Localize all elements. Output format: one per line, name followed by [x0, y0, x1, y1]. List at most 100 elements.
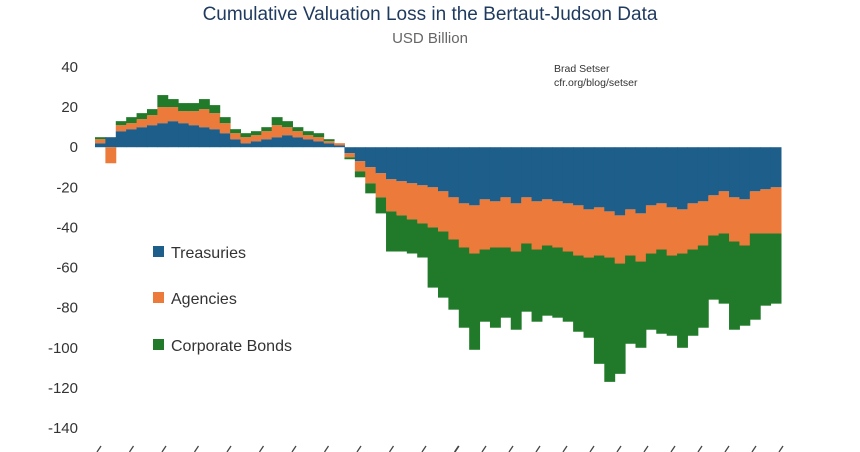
bar-corporate-bonds	[739, 245, 751, 326]
bar-agencies	[614, 215, 626, 264]
bar-corporate-bonds	[427, 227, 439, 288]
bar-corporate-bonds	[250, 131, 262, 136]
bar-treasuries	[562, 147, 574, 204]
bar-agencies	[178, 111, 190, 124]
legend-swatch	[153, 339, 164, 350]
bar-corporate-bonds	[198, 99, 210, 110]
bar-treasuries	[396, 147, 408, 182]
x-tick-stub	[323, 445, 330, 452]
bar-agencies	[344, 153, 356, 158]
x-tick-stub	[751, 445, 757, 452]
x-tick-stub	[421, 445, 427, 452]
bar-treasuries	[344, 147, 356, 154]
bar-treasuries	[292, 137, 304, 148]
bar-corporate-bonds	[126, 117, 138, 124]
bar-agencies	[583, 209, 595, 258]
bar-treasuries	[406, 147, 418, 184]
bar-treasuries	[209, 129, 221, 148]
bar-corporate-bonds	[770, 233, 782, 304]
bar-treasuries	[146, 125, 158, 148]
bar-agencies	[146, 115, 158, 126]
bar-agencies	[729, 197, 740, 242]
bar-corporate-bonds	[354, 171, 366, 178]
y-tick-label: -20	[56, 179, 78, 196]
bar-corporate-bonds	[386, 211, 397, 252]
bar-treasuries	[167, 121, 179, 148]
bar-agencies	[396, 181, 408, 216]
bar-agencies	[489, 201, 501, 248]
bar-corporate-bonds	[344, 157, 356, 160]
bar-corporate-bonds	[230, 129, 242, 134]
bar-treasuries	[604, 147, 616, 212]
bar-agencies	[760, 189, 772, 234]
bar-agencies	[250, 135, 262, 142]
bar-treasuries	[427, 147, 439, 188]
bar-agencies	[438, 191, 449, 232]
y-tick-label: -140	[48, 420, 78, 437]
bar-agencies	[469, 205, 481, 254]
bar-agencies	[105, 147, 117, 164]
y-tick-label: -80	[56, 300, 78, 317]
bar-agencies	[500, 197, 512, 248]
bar-corporate-bonds	[271, 117, 283, 126]
bar-agencies	[282, 127, 293, 136]
x-tick-stub	[508, 445, 514, 452]
x-axis-stubs	[96, 445, 784, 452]
bar-treasuries	[136, 127, 148, 148]
x-tick-stub	[724, 445, 730, 452]
bar-treasuries	[510, 147, 522, 204]
bar-corporate-bonds	[219, 117, 231, 124]
bar-treasuries	[729, 147, 740, 198]
bar-treasuries	[500, 147, 512, 198]
bar-corporate-bonds	[136, 113, 148, 120]
x-tick-stub	[291, 445, 297, 452]
bar-agencies	[562, 203, 574, 252]
x-tick-stub	[778, 445, 784, 452]
bar-treasuries	[198, 127, 210, 148]
bar-treasuries	[95, 143, 106, 148]
bar-corporate-bonds	[282, 121, 293, 128]
bar-agencies	[593, 207, 605, 256]
bar-corporate-bonds	[604, 257, 616, 382]
bar-treasuries	[448, 147, 460, 198]
bar-agencies	[209, 113, 221, 130]
bar-agencies	[167, 107, 179, 122]
bar-corporate-bonds	[635, 261, 647, 348]
bar-agencies	[334, 143, 345, 146]
x-tick-stub	[454, 445, 460, 452]
bar-corporate-bonds	[729, 241, 740, 330]
bar-agencies	[219, 123, 231, 134]
bar-agencies	[448, 197, 460, 240]
bar-corporate-bonds	[115, 121, 127, 126]
x-tick-stub	[481, 445, 487, 452]
bar-agencies	[458, 203, 470, 248]
bar-corporate-bonds	[521, 243, 533, 312]
bar-treasuries	[489, 147, 501, 202]
bar-treasuries	[271, 137, 283, 148]
bar-corporate-bonds	[562, 251, 574, 322]
y-tick-label: -120	[48, 380, 78, 397]
bar-corporate-bonds	[261, 127, 273, 132]
bar-corporate-bonds	[406, 219, 418, 254]
bar-treasuries	[417, 147, 429, 186]
y-tick-label: 20	[61, 99, 78, 116]
bar-corporate-bonds	[749, 233, 761, 320]
chart-title: Cumulative Valuation Loss in the Bertaut…	[202, 4, 658, 25]
bar-treasuries	[708, 147, 720, 196]
bar-treasuries	[739, 147, 751, 200]
bar-corporate-bonds	[95, 137, 106, 140]
bar-agencies	[697, 201, 709, 246]
bar-treasuries	[749, 147, 761, 192]
bar-treasuries	[323, 143, 335, 148]
legend-label: Corporate Bonds	[171, 338, 292, 355]
bar-agencies	[302, 135, 314, 140]
x-tick-stub	[356, 445, 362, 452]
bar-agencies	[635, 213, 647, 262]
bar-corporate-bonds	[458, 247, 470, 328]
bar-agencies	[313, 137, 325, 142]
bar-agencies	[292, 131, 304, 138]
bar-agencies	[666, 207, 678, 256]
legend-swatch	[153, 246, 164, 257]
bar-treasuries	[157, 123, 169, 148]
bar-treasuries	[219, 133, 231, 148]
